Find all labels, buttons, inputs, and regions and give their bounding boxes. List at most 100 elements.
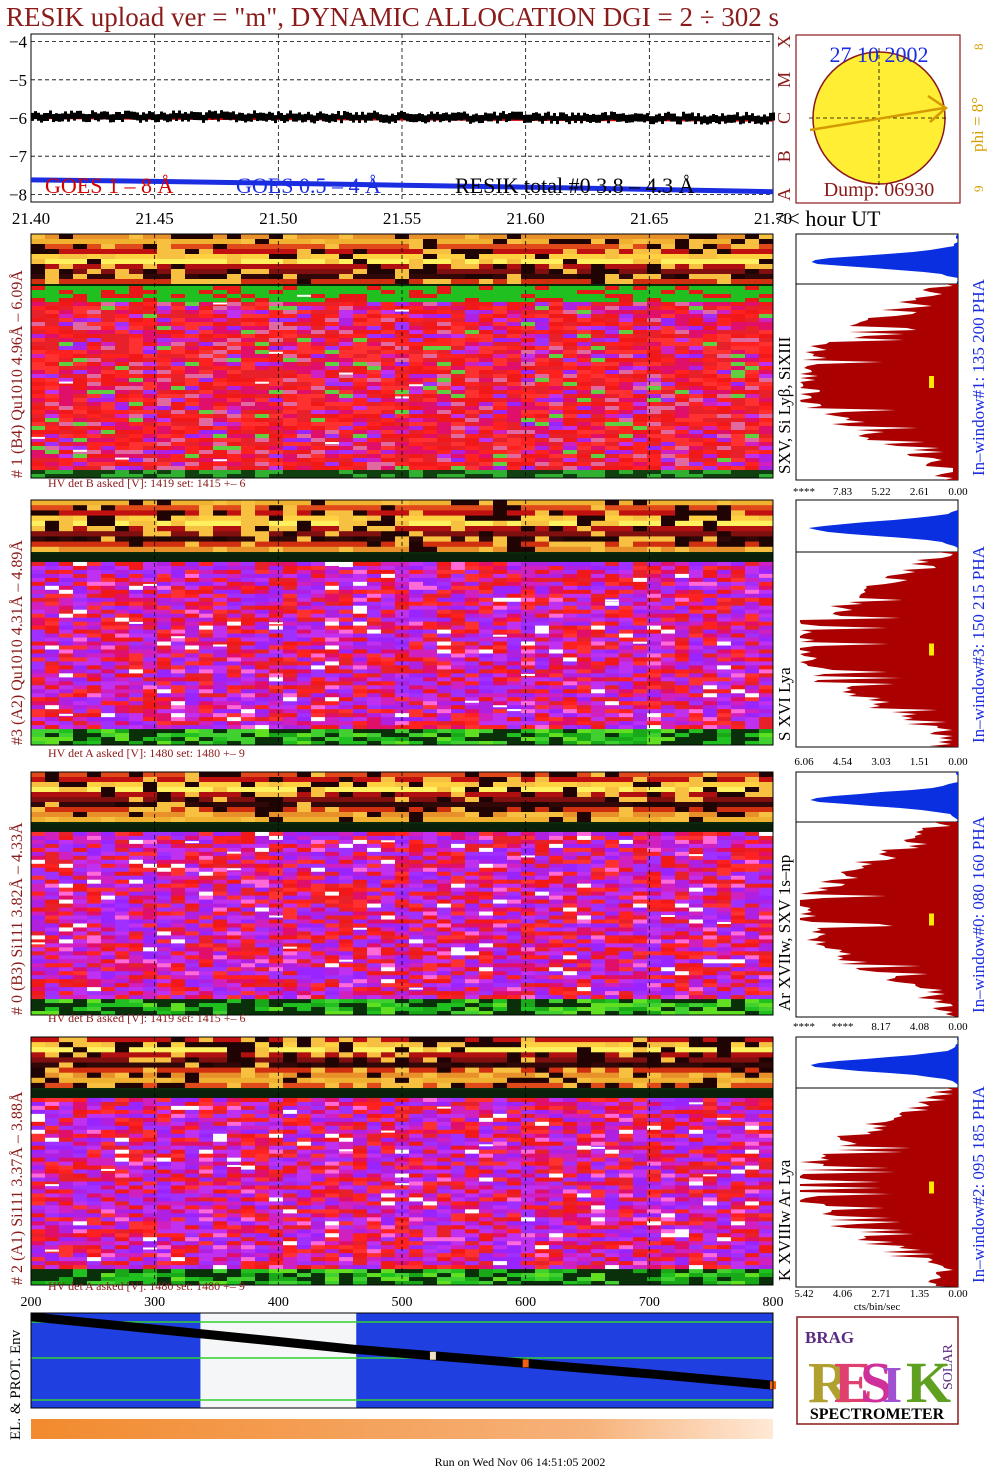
pixel: [577, 279, 591, 285]
pixel: [311, 597, 325, 603]
pixel: [759, 585, 773, 591]
pixel: [311, 318, 325, 323]
pixel: [101, 462, 115, 467]
pixel: [549, 577, 563, 583]
pixel: [101, 382, 115, 387]
pixel: [395, 609, 409, 615]
pixel: [213, 633, 227, 638]
pixel: [745, 244, 759, 250]
pixel: [675, 362, 689, 367]
pixel: [451, 466, 465, 471]
pixel: [115, 298, 129, 303]
pixel: [59, 520, 73, 527]
pixel: [115, 458, 129, 463]
pixel: [283, 466, 297, 471]
pixel: [577, 244, 591, 250]
pixel: [367, 366, 381, 371]
pixel: [661, 244, 675, 250]
pixel: [507, 585, 521, 591]
pixel: [549, 541, 563, 548]
pixel: [59, 466, 73, 471]
pixel: [45, 422, 59, 427]
pixel: [493, 322, 507, 327]
pixel: [143, 346, 157, 351]
pixel: [269, 374, 283, 379]
resik-point: [241, 112, 244, 121]
resik-point: [763, 114, 766, 123]
pixel: [185, 302, 199, 307]
pixel: [619, 434, 633, 439]
pixel: [339, 474, 353, 479]
pixel: [59, 330, 73, 335]
pixel: [605, 330, 619, 335]
pixel: [465, 234, 479, 240]
pixel: [577, 510, 591, 517]
streak: [59, 381, 73, 384]
pixel: [213, 629, 227, 634]
pixel: [171, 279, 185, 285]
pixel: [143, 446, 157, 451]
pixel: [605, 621, 619, 627]
pixel: [745, 510, 759, 517]
resik-point: [37, 112, 40, 121]
pixel: [241, 306, 255, 311]
pixel: [381, 390, 395, 395]
pixel: [129, 394, 143, 399]
pixel: [283, 410, 297, 415]
pixel: [647, 350, 661, 355]
pixel: [465, 346, 479, 351]
pixel: [227, 269, 241, 275]
pixel: [143, 510, 157, 517]
pixel: [591, 573, 605, 579]
resik-point: [445, 112, 448, 121]
pixel: [255, 358, 269, 363]
pixel: [157, 338, 171, 343]
pixel: [563, 370, 577, 375]
pixel: [87, 466, 101, 471]
pixel: [199, 414, 213, 419]
pixel: [675, 617, 689, 623]
pixel: [143, 633, 157, 638]
pixel: [521, 418, 535, 423]
pixel: [73, 314, 87, 319]
pixel: [549, 554, 563, 559]
pixel: [255, 290, 269, 295]
pixel: [437, 418, 451, 423]
pixel: [759, 279, 773, 285]
pixel: [521, 254, 535, 260]
pixel: [493, 386, 507, 391]
pixel: [101, 418, 115, 423]
pixel: [395, 306, 409, 311]
pixel: [633, 609, 647, 615]
pixel: [717, 342, 731, 347]
pixel: [227, 541, 241, 548]
pixel: [227, 474, 241, 479]
pixel: [633, 378, 647, 383]
pixel: [535, 386, 549, 391]
pixel: [143, 259, 157, 265]
pixel: [115, 390, 129, 395]
pixel: [59, 269, 73, 275]
pixel: [507, 609, 521, 615]
pixel: [381, 621, 395, 627]
pixel: [479, 402, 493, 407]
pixel: [367, 374, 381, 379]
pixel: [73, 515, 87, 522]
pixel: [577, 306, 591, 311]
pixel: [73, 589, 87, 595]
pixel: [577, 414, 591, 419]
pixel: [563, 390, 577, 395]
pixel: [269, 306, 283, 311]
pixel: [31, 306, 45, 311]
pixel: [605, 338, 619, 343]
pixel: [521, 466, 535, 471]
pixel: [549, 414, 563, 419]
pixel: [101, 310, 115, 315]
pixel: [381, 259, 395, 265]
pixel: [115, 426, 129, 431]
pixel: [675, 234, 689, 240]
pixel: [507, 470, 521, 475]
pixel: [521, 244, 535, 250]
pixel: [283, 458, 297, 463]
pixel: [381, 269, 395, 275]
